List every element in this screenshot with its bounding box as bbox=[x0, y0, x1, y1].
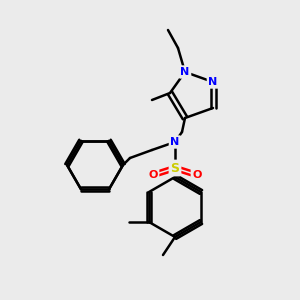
Text: N: N bbox=[208, 77, 217, 87]
Text: O: O bbox=[148, 170, 158, 180]
Text: S: S bbox=[170, 161, 179, 175]
Text: N: N bbox=[180, 67, 190, 77]
Text: O: O bbox=[192, 170, 202, 180]
Text: N: N bbox=[170, 137, 180, 147]
